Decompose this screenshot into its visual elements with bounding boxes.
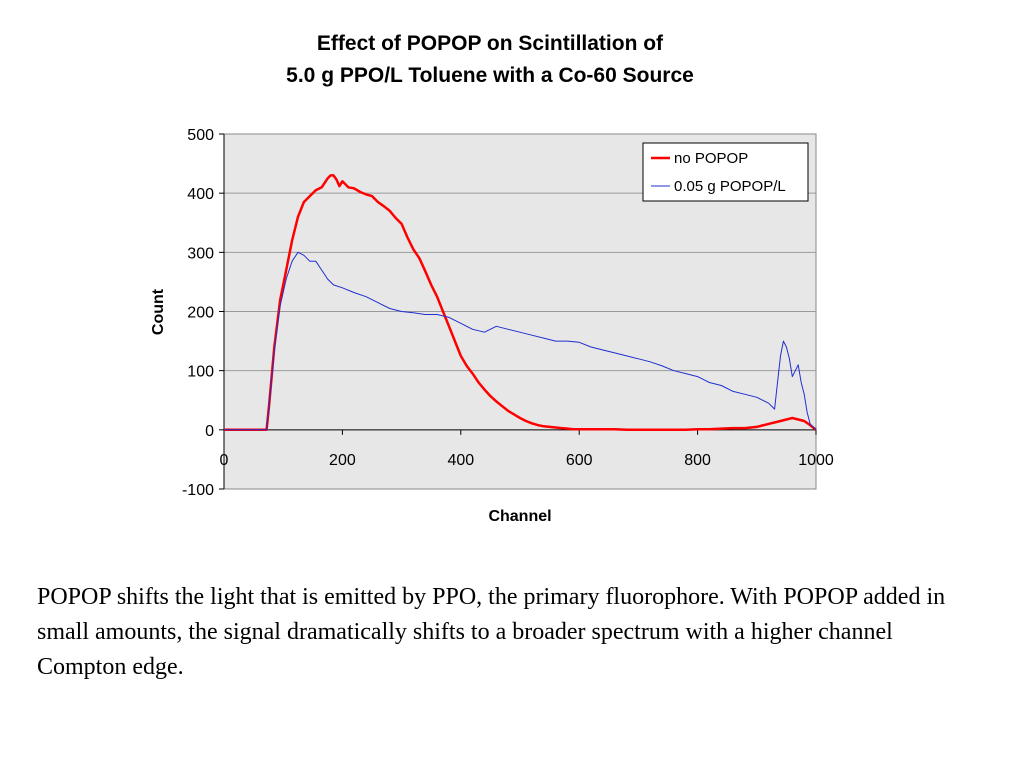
x-tick-label: 200 [329,452,356,469]
chart-title-line-2: 5.0 g PPO/L Toluene with a Co-60 Source [286,64,694,87]
legend-label-no-popop: no POPOP [674,150,748,167]
series-lines [224,174,817,432]
x-tick-label: 800 [684,452,711,469]
y-axis-title: Count [150,288,167,335]
chart-title-line-1: Effect of POPOP on Scintillation of [317,32,664,55]
x-tick-label: 600 [566,452,593,469]
x-tick-label: 400 [447,452,474,469]
caption-text: POPOP shifts the light that is emitted b… [37,584,946,680]
chart: Effect of POPOP on Scintillation of 5.0 … [150,32,834,525]
y-tick-label: 100 [187,364,214,381]
y-tick-label: 200 [187,305,214,322]
y-tick-label: 400 [187,186,214,203]
legend-box [642,142,809,202]
y-tick-label: 0 [205,423,214,440]
y-tick-label: 300 [187,245,214,262]
x-axis-title: Channel [488,508,551,525]
y-tick-label: 500 [187,127,214,144]
x-axis: 0 200 400 600 800 1000 [220,429,834,469]
legend: no POPOP 0.05 g POPOP/L [642,142,809,202]
y-axis: -100 0 100 200 300 400 500 [182,127,225,499]
series-line-popop [224,251,817,431]
series-line-no-popop [224,174,817,432]
grid-lines [224,192,816,372]
x-tick-label: 1000 [798,452,834,469]
legend-label-popop: 0.05 g POPOP/L [674,178,786,195]
y-tick-label: -100 [182,482,214,499]
